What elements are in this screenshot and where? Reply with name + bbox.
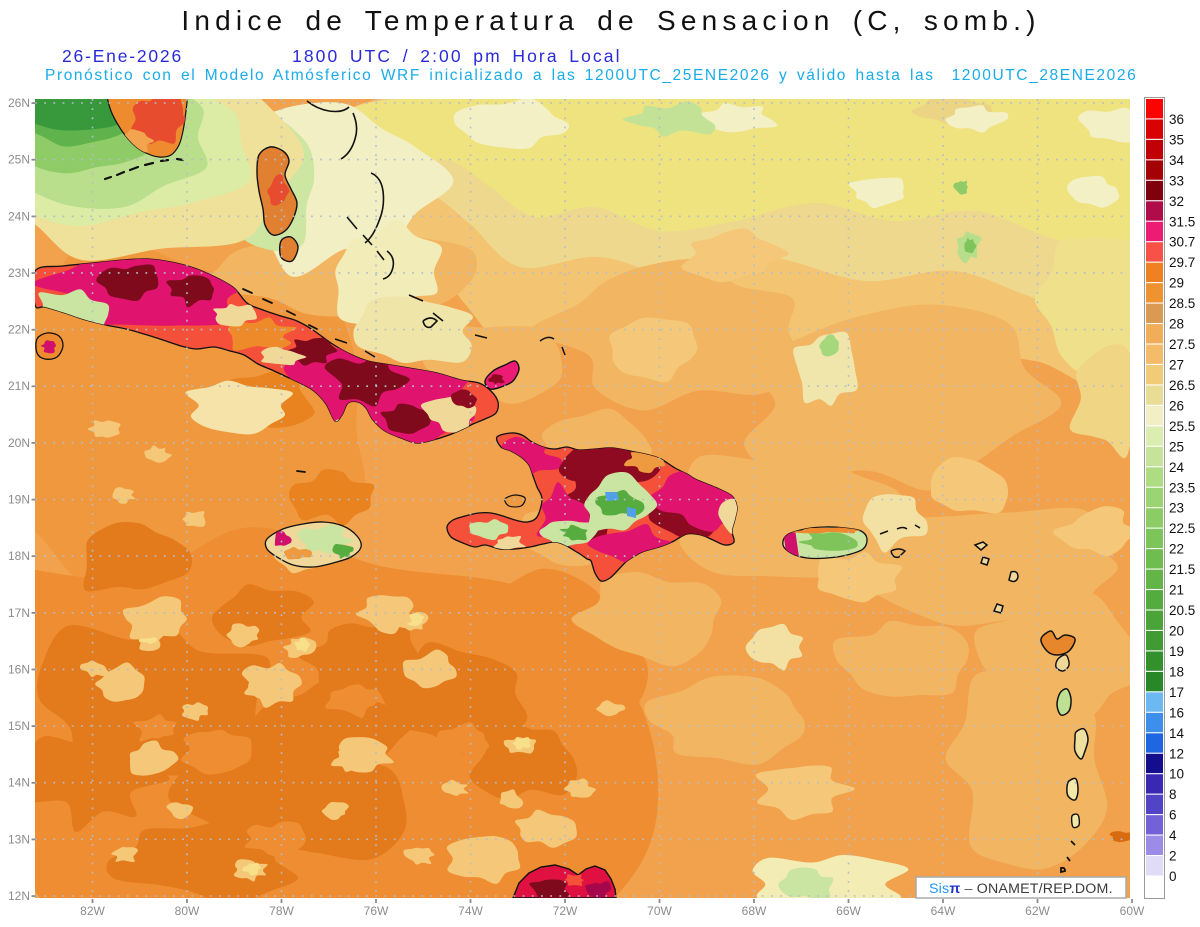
svg-text:78W: 78W xyxy=(269,904,294,918)
svg-text:0: 0 xyxy=(1169,869,1177,884)
svg-text:25.5: 25.5 xyxy=(1169,419,1195,434)
svg-text:24N: 24N xyxy=(8,209,30,223)
svg-text:12: 12 xyxy=(1169,746,1184,761)
svg-text:82W: 82W xyxy=(80,904,105,918)
svg-text:28.5: 28.5 xyxy=(1169,296,1195,311)
svg-text:31.5: 31.5 xyxy=(1169,214,1195,229)
svg-text:30.7: 30.7 xyxy=(1169,235,1195,250)
svg-text:14: 14 xyxy=(1169,726,1185,741)
svg-text:19: 19 xyxy=(1169,644,1184,659)
svg-text:21N: 21N xyxy=(8,379,30,393)
svg-text:6: 6 xyxy=(1169,808,1177,823)
svg-text:Indice de Temperatura de Sensa: Indice de Temperatura de Sensacion (C, s… xyxy=(181,5,1040,36)
svg-text:27.5: 27.5 xyxy=(1169,337,1195,352)
svg-text:32: 32 xyxy=(1169,194,1184,209)
svg-text:17N: 17N xyxy=(8,606,30,620)
svg-text:74W: 74W xyxy=(458,904,483,918)
svg-text:26N: 26N xyxy=(8,96,30,110)
svg-text:62W: 62W xyxy=(1025,904,1050,918)
svg-text:25: 25 xyxy=(1169,439,1184,454)
svg-text:19N: 19N xyxy=(8,493,30,507)
svg-text:64W: 64W xyxy=(931,904,956,918)
svg-text:80W: 80W xyxy=(175,904,200,918)
svg-text:22N: 22N xyxy=(8,323,30,337)
svg-text:14N: 14N xyxy=(8,776,30,790)
svg-text:25N: 25N xyxy=(8,153,30,167)
svg-text:18: 18 xyxy=(1169,664,1184,679)
svg-text:10: 10 xyxy=(1169,767,1184,782)
svg-text:12N: 12N xyxy=(8,889,30,903)
svg-text:2: 2 xyxy=(1169,849,1177,864)
svg-text:66W: 66W xyxy=(836,904,861,918)
svg-text:20.5: 20.5 xyxy=(1169,603,1195,618)
svg-text:13N: 13N xyxy=(8,832,30,846)
svg-text:20: 20 xyxy=(1169,624,1184,639)
svg-text:28: 28 xyxy=(1169,317,1184,332)
svg-text:16: 16 xyxy=(1169,705,1184,720)
svg-text:4: 4 xyxy=(1169,828,1177,843)
svg-text:29: 29 xyxy=(1169,276,1184,291)
svg-text:Pronóstico con el Modelo Atmós: Pronóstico con el Modelo Atmósferico WRF… xyxy=(45,67,1137,84)
svg-text:8: 8 xyxy=(1169,787,1177,802)
svg-text:1800 UTC / 2:00 pm Hora Local: 1800 UTC / 2:00 pm Hora Local xyxy=(292,46,622,66)
svg-text:23.5: 23.5 xyxy=(1169,480,1195,495)
svg-text:22: 22 xyxy=(1169,542,1184,557)
svg-text:34: 34 xyxy=(1169,153,1185,168)
svg-text:26.5: 26.5 xyxy=(1169,378,1195,393)
svg-text:72W: 72W xyxy=(553,904,578,918)
svg-text:21: 21 xyxy=(1169,583,1184,598)
svg-text:15N: 15N xyxy=(8,719,30,733)
svg-text:68W: 68W xyxy=(742,904,767,918)
svg-text:24: 24 xyxy=(1169,460,1185,475)
svg-text:29.7: 29.7 xyxy=(1169,255,1195,270)
svg-text:21.5: 21.5 xyxy=(1169,562,1195,577)
svg-text:36: 36 xyxy=(1169,112,1184,127)
svg-text:33: 33 xyxy=(1169,173,1184,188)
svg-text:17: 17 xyxy=(1169,685,1184,700)
svg-text:23: 23 xyxy=(1169,501,1184,516)
svg-text:76W: 76W xyxy=(364,904,389,918)
svg-text:20N: 20N xyxy=(8,436,30,450)
svg-text:60W: 60W xyxy=(1120,904,1145,918)
svg-text:22.5: 22.5 xyxy=(1169,521,1195,536)
svg-text:70W: 70W xyxy=(647,904,672,918)
svg-text:26-Ene-2026: 26-Ene-2026 xyxy=(62,46,183,66)
svg-text:26: 26 xyxy=(1169,398,1184,413)
svg-text:23N: 23N xyxy=(8,266,30,280)
svg-text:Sisπ – ONAMET/REP.DOM.: Sisπ – ONAMET/REP.DOM. xyxy=(929,881,1113,897)
svg-text:18N: 18N xyxy=(8,549,30,563)
svg-text:16N: 16N xyxy=(8,662,30,676)
svg-text:35: 35 xyxy=(1169,132,1184,147)
svg-text:27: 27 xyxy=(1169,358,1184,373)
